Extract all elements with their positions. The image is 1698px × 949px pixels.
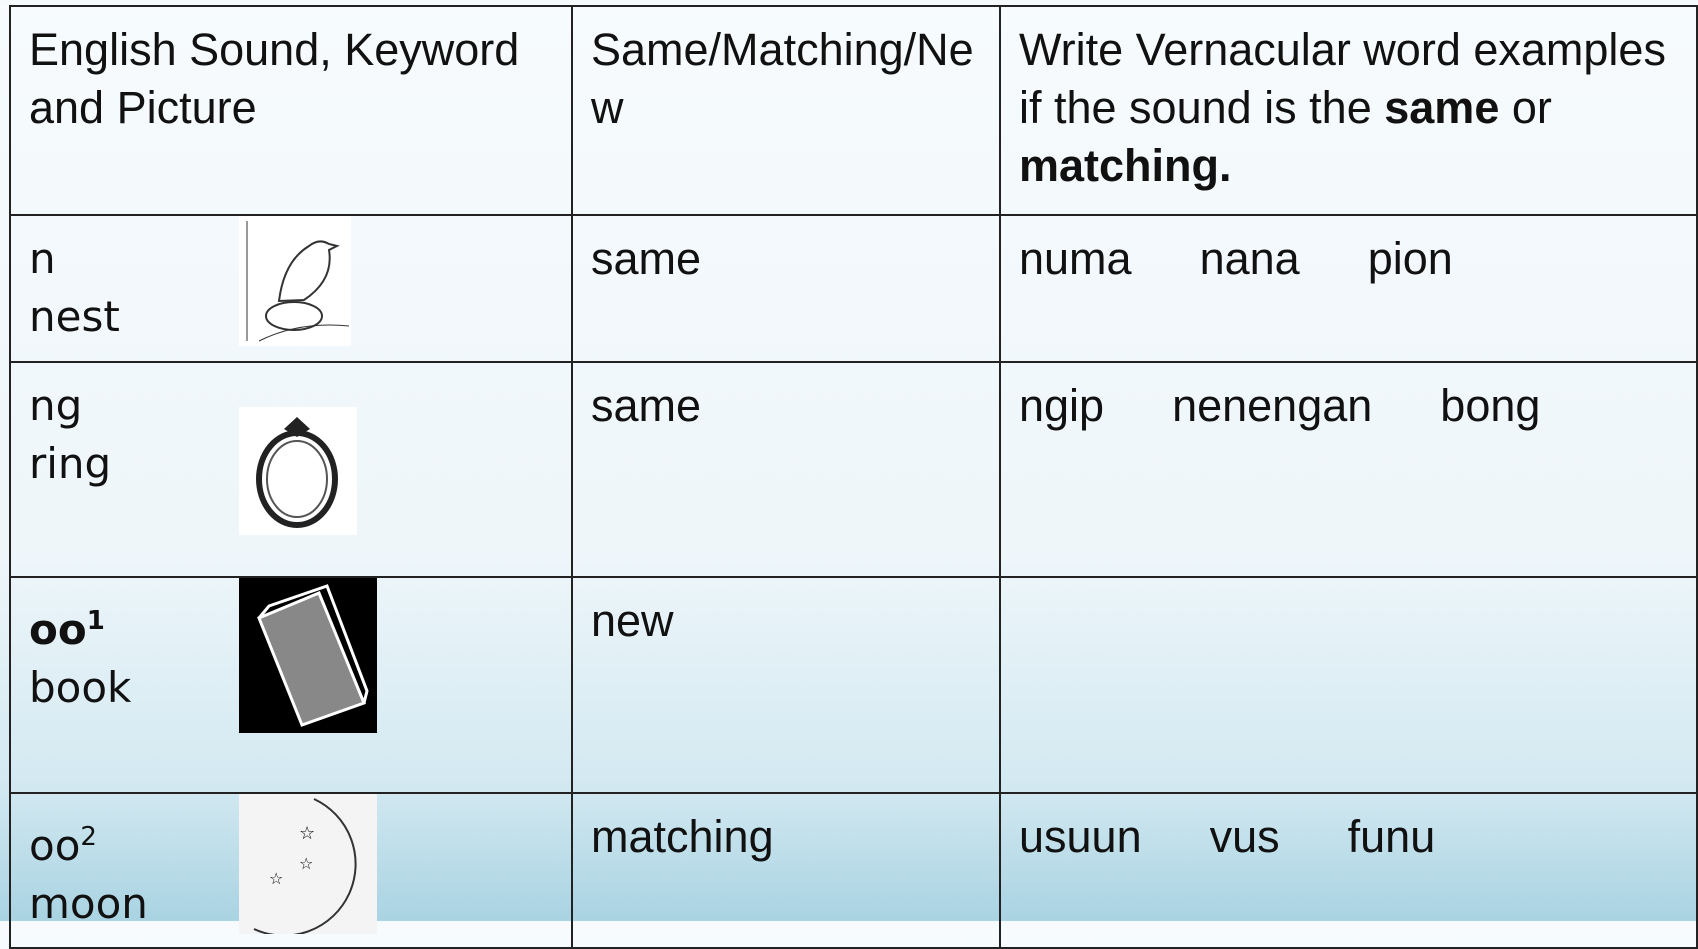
- header-cell: Write Vernacular word examples if the so…: [999, 5, 1698, 216]
- example-word: ngip: [1019, 380, 1105, 431]
- status-cell: same: [571, 361, 1001, 578]
- sound: ng: [29, 381, 83, 430]
- keyword: book: [29, 663, 132, 712]
- header-row: English Sound, Keyword and Picture Same/…: [9, 5, 1698, 216]
- sound-table: English Sound, Keyword and Picture Same/…: [9, 5, 1698, 949]
- example-word: numa: [1019, 233, 1132, 284]
- sound-index: 1: [86, 606, 105, 636]
- row: oo2 moon ☆ ☆ ☆ matching usuun vus funu: [9, 792, 1698, 949]
- sound-text: oo: [29, 605, 87, 654]
- status-cell: same: [571, 214, 1001, 363]
- examples-cell: [999, 576, 1698, 794]
- status-cell: matching: [571, 792, 1001, 949]
- examples-cell: usuun vus funu: [999, 792, 1698, 949]
- header-bold: same: [1384, 82, 1500, 133]
- status-cell: new: [571, 576, 1001, 794]
- keyword: nest: [29, 292, 120, 341]
- row: n nest same numa nana pion: [9, 214, 1698, 363]
- book-picture: [239, 578, 377, 733]
- sound-cell: n nest: [9, 214, 573, 363]
- star: ☆: [269, 869, 283, 888]
- status: matching: [591, 811, 774, 862]
- sound-cell: oo1 book: [9, 576, 573, 794]
- header-text: Write Vernacular word examples if the so…: [1019, 24, 1666, 133]
- row: ng ring same ngip nenengan bong: [9, 361, 1698, 578]
- keyword: ring: [29, 439, 112, 488]
- status: new: [591, 595, 674, 646]
- examples-cell: ngip nenengan bong: [999, 361, 1698, 578]
- star: ☆: [299, 854, 313, 873]
- header-cell: English Sound, Keyword and Picture: [9, 5, 573, 216]
- sound-text: oo: [29, 821, 81, 870]
- sound: oo2: [29, 808, 553, 875]
- row: oo1 book new: [9, 576, 1698, 794]
- keyword: moon: [29, 879, 148, 928]
- header-text: Same/Matching/New: [591, 24, 974, 133]
- sound: oo1: [29, 592, 553, 659]
- star: ☆: [299, 823, 315, 844]
- example-word: usuun: [1019, 811, 1142, 862]
- sound-cell: ng ring: [9, 361, 573, 578]
- status: same: [591, 380, 702, 431]
- ring-picture: [239, 407, 357, 535]
- example-word: pion: [1367, 233, 1453, 284]
- header-text: English Sound, Keyword and Picture: [29, 24, 520, 133]
- header-cell: Same/Matching/New: [571, 5, 1001, 216]
- moon-picture: ☆ ☆ ☆: [239, 794, 377, 934]
- example-word: vus: [1209, 811, 1280, 862]
- examples-cell: numa nana pion: [999, 214, 1698, 363]
- sound: n: [29, 234, 56, 283]
- status: same: [591, 233, 702, 284]
- sound-index: 2: [80, 822, 97, 852]
- example-word: nenengan: [1172, 380, 1373, 431]
- sound-cell: oo2 moon ☆ ☆ ☆: [9, 792, 573, 949]
- header-bold: matching.: [1019, 140, 1232, 191]
- nest-picture: [239, 216, 351, 346]
- example-word: bong: [1440, 380, 1541, 431]
- example-word: nana: [1199, 233, 1300, 284]
- header-text: or: [1511, 82, 1552, 133]
- example-word: funu: [1347, 811, 1436, 862]
